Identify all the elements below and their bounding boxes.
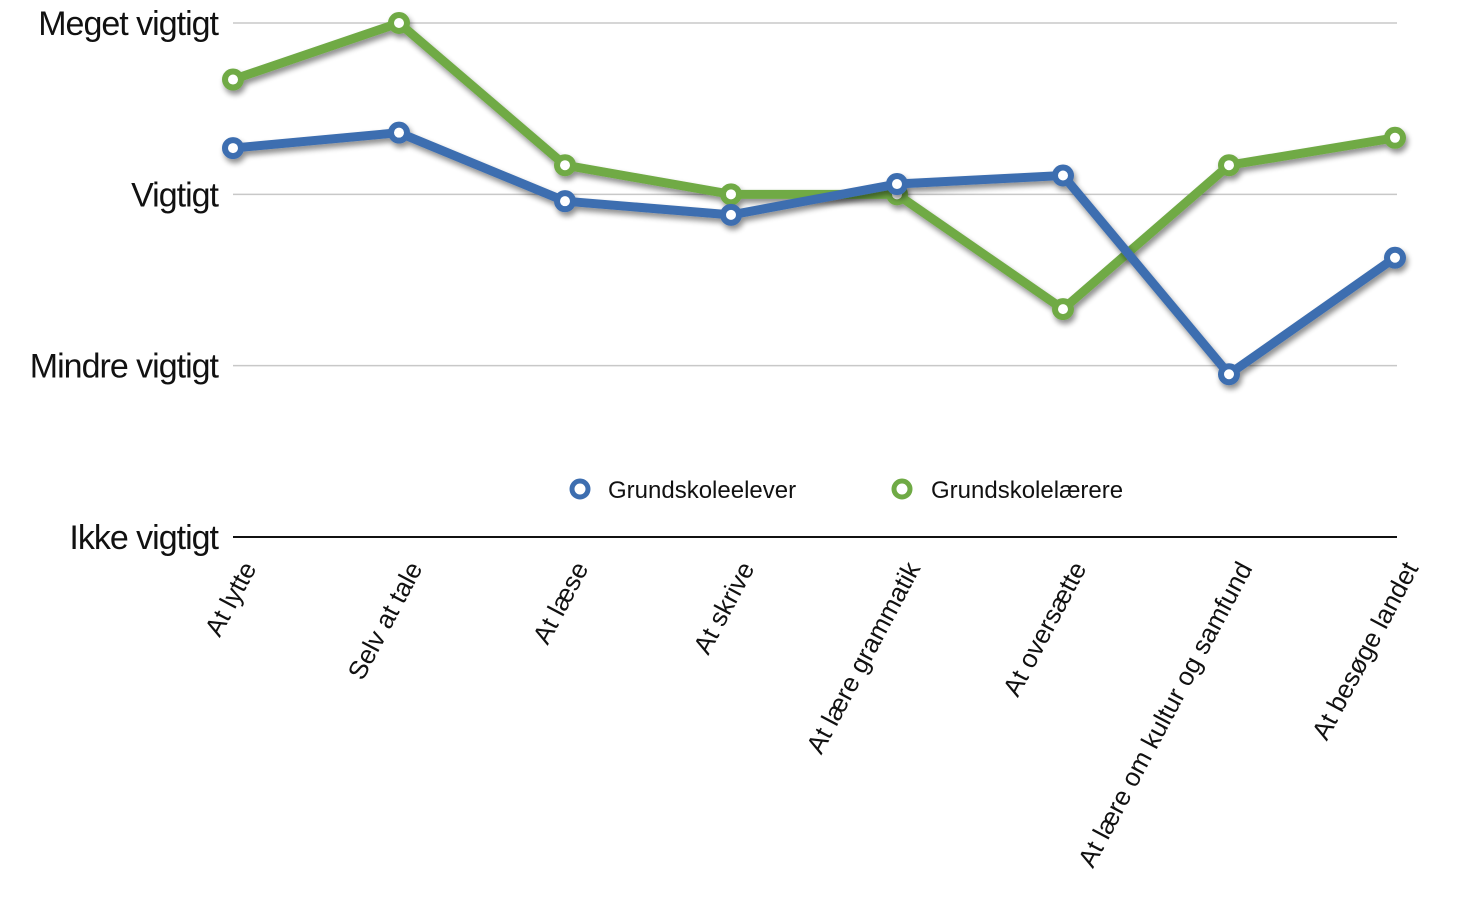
data-point-grundskoleelever	[554, 190, 576, 213]
data-point-grundskolelaerere	[1218, 154, 1240, 177]
x-tick-label: Selv at tale	[341, 557, 428, 685]
legend-label-grundskolelaerere: Grundskolelærere	[931, 477, 1123, 504]
series-grundskolelaerere	[222, 12, 1406, 321]
data-point-grundskoleelever	[886, 173, 908, 196]
x-axis-ticks: At lytte Selv at tale At læse At skrive At l…	[198, 556, 1424, 872]
legend: Grundskoleelever Grundskolelærere	[569, 477, 1123, 504]
data-point-grundskoleelever	[720, 203, 742, 226]
data-point-grundskolelaerere	[1052, 298, 1074, 321]
data-point-grundskolelaerere	[554, 154, 576, 177]
legend-marker-grundskoleelever	[569, 478, 591, 500]
y-tick-label: Meget vigtigt	[38, 5, 219, 43]
x-tick-label: At lære grammatik	[800, 556, 927, 758]
y-tick-label: Mindre vigtigt	[30, 348, 220, 386]
series-grundskoleelever	[222, 121, 1406, 386]
data-point-grundskoleelever	[1384, 246, 1406, 269]
x-tick-label: At læse	[526, 557, 594, 649]
x-tick-label: At lære om kultur og samfund	[1072, 557, 1259, 872]
series-layer	[222, 12, 1406, 386]
series-line-grundskolelaerere	[228, 18, 1400, 314]
series-line-grundskoleelever	[228, 128, 1400, 379]
legend-marker-grundskolelaerere	[891, 478, 913, 500]
x-tick-label: At lytte	[198, 557, 262, 641]
y-axis-ticks: Ikke vigtigt Mindre vigtigt Vigtigt Meget v…	[30, 5, 221, 557]
x-tick-label: At skrive	[687, 557, 760, 659]
data-point-grundskoleelever	[388, 121, 410, 144]
x-tick-label: At oversætte	[997, 557, 1093, 701]
legend-item-grundskolelaerere: Grundskolelærere	[891, 477, 1123, 504]
gridlines	[233, 22, 1397, 538]
data-point-grundskolelaerere	[222, 68, 244, 91]
data-point-grundskoleelever	[222, 137, 244, 160]
x-tick-label: At besøge landet	[1306, 556, 1425, 744]
legend-label-grundskoleelever: Grundskoleelever	[608, 477, 796, 504]
y-tick-label: Vigtigt	[131, 176, 219, 214]
data-point-grundskolelaerere	[1384, 126, 1406, 149]
data-point-grundskoleelever	[1052, 164, 1074, 187]
legend-item-grundskoleelever: Grundskoleelever	[569, 477, 796, 504]
y-tick-label: Ikke vigtigt	[69, 519, 219, 557]
data-point-grundskolelaerere	[388, 12, 410, 34]
data-point-grundskolelaerere	[720, 183, 742, 206]
data-point-grundskoleelever	[1218, 363, 1240, 386]
